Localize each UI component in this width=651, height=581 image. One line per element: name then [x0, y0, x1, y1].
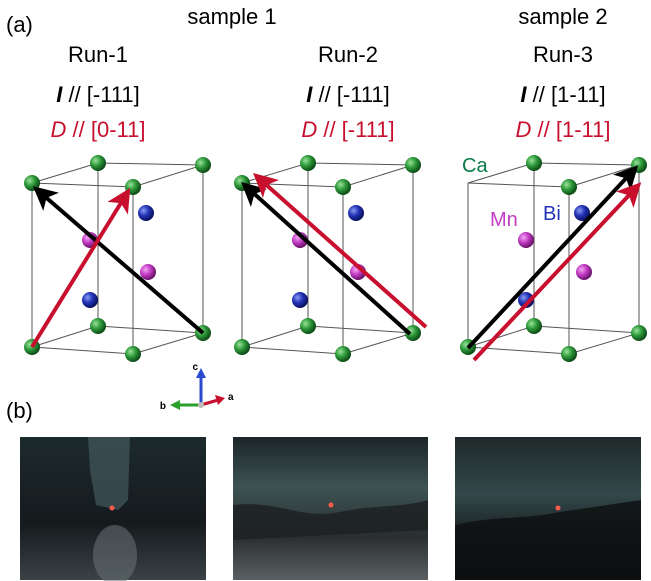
atom: [300, 318, 316, 334]
symbol: D: [301, 117, 317, 142]
symbol: I: [520, 82, 527, 107]
run-name: Run-2: [318, 42, 378, 67]
current-direction: I // [-111]: [56, 82, 140, 107]
direction: // [1-11]: [538, 117, 611, 142]
atom: [518, 232, 534, 248]
cell-edge: [32, 163, 203, 187]
atom: [561, 346, 577, 362]
unit-cell: [24, 155, 211, 362]
panel-label: (b): [6, 398, 33, 423]
atom: [576, 264, 592, 280]
direction: // [1-11]: [533, 82, 606, 107]
direction: // [0-11]: [73, 117, 146, 142]
cell-edge: [242, 326, 413, 354]
d-arrow: [262, 181, 426, 327]
atom: [631, 325, 647, 341]
unit-cell: [234, 155, 426, 362]
symbol: D: [51, 117, 67, 142]
run-labels: Run-1I // [-111]D // [0-11]Run-2I // [-1…: [51, 42, 611, 142]
current-arrow: [42, 194, 203, 333]
d-direction: D // [-111]: [301, 117, 394, 142]
direction: // [-111]: [323, 117, 394, 142]
symbol: I: [306, 82, 313, 107]
symbol: I: [56, 82, 63, 107]
run-name: Run-3: [533, 42, 593, 67]
atom: [125, 346, 141, 362]
cell-edge: [32, 326, 203, 354]
atom: [90, 155, 106, 171]
atom: [292, 292, 308, 308]
current-arrow: [468, 174, 630, 348]
atom: [140, 264, 156, 280]
symbol: D: [516, 117, 532, 142]
atom: [405, 157, 421, 173]
atom: [90, 318, 106, 334]
run-name: Run-1: [68, 42, 128, 67]
axis-label: c: [192, 362, 198, 373]
atom: [125, 179, 141, 195]
crystal-cells: [24, 155, 647, 362]
d-direction: D // [0-11]: [51, 117, 146, 142]
atom: [138, 205, 154, 221]
atom: [24, 175, 40, 191]
cell-edge: [468, 163, 639, 187]
sample-name: sample 1: [187, 4, 276, 29]
atom: [300, 155, 316, 171]
photos: [20, 437, 641, 581]
atom: [195, 157, 211, 173]
figure: (a) sample 1 sample 2 Run-1I // [-111]D …: [0, 0, 651, 581]
current-direction: I // [-111]: [306, 82, 390, 107]
d-arrow: [32, 198, 124, 347]
atom: [335, 346, 351, 362]
atom: [82, 292, 98, 308]
current-arrow: [250, 190, 410, 334]
direction: // [-111]: [318, 82, 389, 107]
direction: // [-111]: [68, 82, 139, 107]
atom: [234, 339, 250, 355]
panel-label: (a): [6, 12, 33, 37]
atom-label: Bi: [543, 203, 561, 225]
axis-label: a: [228, 392, 234, 403]
unit-cell: [460, 155, 647, 362]
sample-name: sample 2: [518, 4, 607, 29]
atom: [348, 205, 364, 221]
current-direction: I // [1-11]: [520, 82, 605, 107]
atom-label: Ca: [462, 155, 488, 177]
d-direction: D // [1-11]: [516, 117, 611, 142]
atom: [631, 157, 647, 173]
atom-label: Mn: [490, 209, 518, 231]
atom: [526, 318, 542, 334]
atom: [561, 179, 577, 195]
atom: [526, 155, 542, 171]
axes-indicator: c b a: [160, 362, 234, 412]
atom: [234, 175, 250, 191]
axis-label: b: [160, 401, 166, 412]
atom: [335, 179, 351, 195]
